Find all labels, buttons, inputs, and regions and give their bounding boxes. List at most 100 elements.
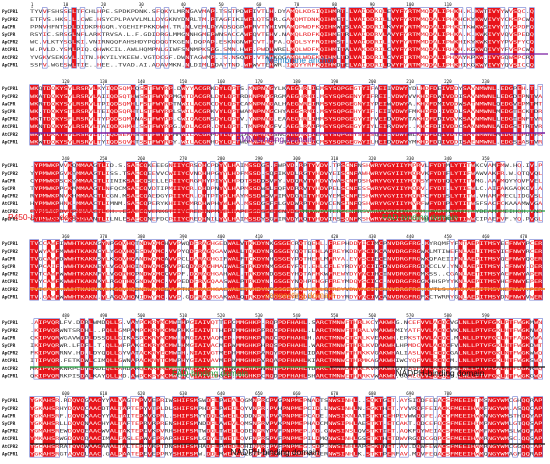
conserved-block xyxy=(378,240,383,300)
sequence-residues: Q K IPVQR RKPIS D A L KAY QLL M D. A W P CK P Y M CMW C H C V I… xyxy=(30,373,543,379)
position-number: 70 xyxy=(294,2,300,7)
conserved-block xyxy=(529,8,534,68)
similarity-box xyxy=(273,239,296,301)
conserved-block xyxy=(244,8,253,68)
similarity-box xyxy=(113,239,136,301)
similarity-box xyxy=(168,239,182,301)
sequence-name: PyCPR2 xyxy=(2,249,18,255)
position-tick xyxy=(182,238,184,240)
conserved-block xyxy=(420,319,434,379)
position-number: 690 xyxy=(406,391,414,396)
similarity-box xyxy=(184,7,191,69)
similarity-box xyxy=(512,396,518,458)
conserved-block xyxy=(265,319,274,379)
similarity-box xyxy=(424,239,430,301)
conserved-block xyxy=(357,240,362,300)
conserved-block xyxy=(391,8,404,68)
conserved-block xyxy=(210,8,215,68)
position-tick xyxy=(371,395,373,397)
conserved-block xyxy=(458,240,463,300)
conserved-block xyxy=(508,240,526,300)
sequence-name: PyCPR1 xyxy=(2,9,18,15)
similarity-box xyxy=(487,396,510,458)
similarity-box xyxy=(277,318,308,380)
sequence-residues: WK R TD Q KYS V LRSR V L T P I QD SQM H L F S T FWY R P TN W IL A… xyxy=(30,101,543,107)
conserved-block xyxy=(223,397,232,457)
conserved-block xyxy=(72,85,89,145)
position-tick xyxy=(334,238,335,240)
position-tick xyxy=(182,83,184,85)
conserved-block xyxy=(227,240,240,300)
sequence-name: SyCPR xyxy=(2,32,16,38)
position-tick xyxy=(220,395,222,397)
position-number: 280 xyxy=(217,156,225,161)
similarity-box xyxy=(243,239,270,301)
position-tick xyxy=(485,83,487,85)
position-tick xyxy=(65,83,67,85)
conserved-block xyxy=(214,397,219,457)
similarity-box xyxy=(88,318,94,380)
conserved-block xyxy=(88,319,93,379)
sequence-residues: WK P TD K KYS V LRSR V L T. I QD SEM H S S S T FWY R P MM W IL A… xyxy=(30,132,543,138)
similarity-box xyxy=(529,239,543,301)
conserved-block xyxy=(298,240,303,300)
position-number: 320 xyxy=(369,156,377,161)
similarity-box xyxy=(189,239,224,301)
sequence-name: AaCPR xyxy=(2,24,16,30)
sequence-name: PyCPR1 xyxy=(2,241,18,247)
sequence-name: ApCPR1 xyxy=(2,373,18,379)
position-tick xyxy=(103,238,104,240)
conserved-block xyxy=(437,319,442,379)
position-tick xyxy=(334,395,335,397)
position-tick xyxy=(220,160,222,162)
sequence-name: AtCPR2 xyxy=(2,444,18,450)
conserved-block xyxy=(206,240,211,300)
conserved-block xyxy=(429,85,438,145)
position-number: 140 xyxy=(138,79,146,84)
conserved-block xyxy=(458,319,497,379)
position-number: 30 xyxy=(139,2,145,7)
similarity-box xyxy=(210,7,216,69)
conserved-block xyxy=(168,240,177,300)
position-number: 590 xyxy=(482,313,490,318)
position-tick xyxy=(258,83,260,85)
similarity-box xyxy=(457,318,531,380)
sequence-residues: WK W TD Q KYS V LRSR V L T Y I QD SQV H T S S T FWY R P Y. W IL A… xyxy=(30,139,543,145)
conserved-block xyxy=(30,240,39,300)
conserved-block xyxy=(235,319,261,379)
sequence-name: AtCPR2 xyxy=(2,209,18,215)
sequence-residues: Y GC AHS R RA T QVQ W AAC AA AL T A L TE P. V K P T DN SHIFSM… xyxy=(30,444,543,450)
position-number: 270 xyxy=(180,156,188,161)
similarity-box xyxy=(436,396,485,458)
conserved-block xyxy=(273,240,291,300)
position-tick xyxy=(220,83,222,85)
position-number: 190 xyxy=(331,79,339,84)
position-number: 510 xyxy=(180,313,188,318)
similarity-box xyxy=(168,161,195,223)
similarity-box xyxy=(449,239,455,301)
conserved-block xyxy=(261,397,266,457)
similarity-box xyxy=(180,318,186,380)
position-number: 360 xyxy=(62,234,70,239)
position-tick xyxy=(140,6,142,8)
conserved-block xyxy=(265,162,270,222)
conserved-block xyxy=(269,397,278,457)
sequence-residues: Y GM AHS R EW D QVQ E AAC WV AL T A K TE P E V K P V RH SHIFSM… xyxy=(30,429,543,435)
conserved-block xyxy=(475,85,497,145)
sequence-name: SyCPR xyxy=(2,109,16,115)
similarity-box xyxy=(42,84,102,146)
sequence-residues: T YPMWKP P G K M MMAA G TL N FQCM SA E CQ V D TIP M IIYC R.… xyxy=(30,186,543,192)
conserved-block xyxy=(324,85,354,145)
conserved-block xyxy=(248,162,261,222)
conserved-block xyxy=(529,85,534,145)
position-tick xyxy=(103,317,104,319)
position-number: 390 xyxy=(180,234,188,239)
conserved-block xyxy=(357,319,362,379)
position-tick xyxy=(447,238,449,240)
similarity-box xyxy=(516,84,527,146)
alignment-block: 240 250 260 270 280 290 300 310 320 330 340 350 PyCP… xyxy=(2,156,543,222)
similarity-box xyxy=(306,161,329,223)
position-number: 580 xyxy=(444,313,452,318)
sequence-residues: E YPMWKP D V K P MMAA C TL C H..E SA E CQ V E RKG T IIYC R E… xyxy=(30,209,543,215)
conserved-block xyxy=(130,319,135,379)
